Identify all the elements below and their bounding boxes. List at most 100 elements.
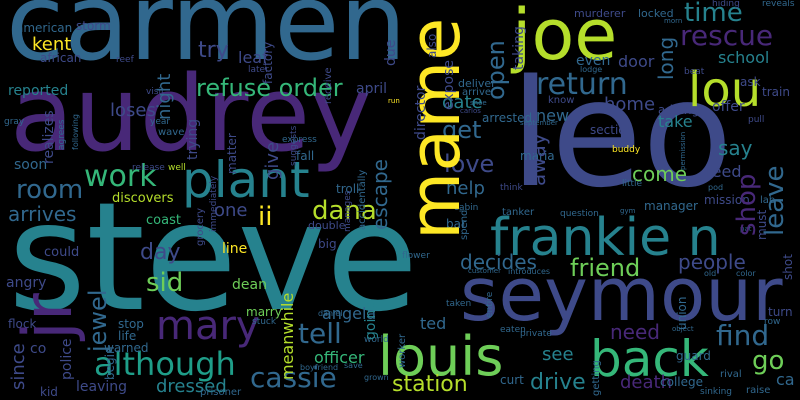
- word-new: new: [536, 106, 570, 125]
- word-go: go: [752, 346, 785, 376]
- word-murderer: murderer: [574, 7, 626, 20]
- word-april: april: [356, 81, 388, 97]
- word-shoe: shoe: [470, 99, 487, 107]
- word-run: run: [388, 97, 400, 105]
- word-private: private: [520, 329, 552, 339]
- word-police: police: [59, 338, 75, 380]
- word-kid: kid: [40, 385, 58, 399]
- word-spend: spend: [459, 209, 470, 240]
- word-union: union: [675, 296, 689, 331]
- word-escape: escape: [368, 159, 392, 230]
- word-adding: adding: [658, 103, 700, 117]
- word-death: death: [620, 372, 672, 393]
- word-pod: pod: [708, 183, 724, 192]
- word-mission: mission: [704, 193, 750, 207]
- word-release: release: [132, 163, 165, 173]
- word-friend: friend: [570, 254, 641, 282]
- word-trying: trying: [185, 118, 201, 160]
- word-pat: pat: [740, 225, 752, 233]
- word-leaf: leaf: [238, 48, 268, 67]
- word-maria: maria: [520, 149, 555, 163]
- word-world: world: [364, 335, 389, 345]
- word-accidentally: accidentally: [357, 169, 368, 230]
- word-morn: morn: [664, 17, 683, 25]
- word-dressed: dressed: [156, 376, 227, 397]
- word-room: room: [16, 175, 84, 205]
- word-leaving: leaving: [76, 379, 128, 395]
- word-ask: ask: [740, 75, 761, 89]
- word-big: big: [318, 237, 337, 251]
- word-louis: louis: [378, 325, 504, 388]
- word-section: section: [590, 123, 634, 137]
- word-find: find: [716, 319, 770, 352]
- word-raise: raise: [746, 385, 771, 396]
- word-joe: joe: [512, 0, 618, 76]
- word-lou: lou: [688, 62, 762, 118]
- word-lab: lab: [760, 195, 776, 206]
- word-wave: wave: [158, 127, 185, 138]
- word-permission: permission: [679, 131, 687, 170]
- word-audrey: audrey: [10, 53, 372, 175]
- word-troll: troll: [336, 182, 360, 196]
- word-refuse-order: refuse order: [196, 74, 343, 102]
- word-one: one: [214, 200, 248, 221]
- word-suggests: suggests: [289, 125, 299, 166]
- word-even: even: [576, 53, 611, 69]
- word-matter: matter: [225, 133, 239, 174]
- word-little: little: [622, 179, 643, 189]
- word-row: row: [764, 317, 781, 327]
- word-coast: coast: [146, 213, 181, 228]
- word-warned: warned: [104, 341, 149, 355]
- word-leo: leo: [510, 48, 733, 220]
- word-ca: ca: [776, 370, 795, 389]
- word-immediately: immediately: [209, 175, 219, 232]
- word-date: date: [442, 92, 483, 113]
- word-gray: gray: [4, 117, 25, 127]
- word-need: need: [610, 320, 660, 344]
- word-mary: mary: [156, 303, 260, 349]
- word-well: well: [168, 163, 186, 173]
- word-say: say: [718, 136, 753, 160]
- word-day: day: [140, 240, 181, 265]
- word-see: see: [542, 344, 574, 365]
- word-stop: stop: [118, 317, 144, 331]
- word-american: american: [16, 21, 73, 35]
- word-tell: tell: [298, 317, 342, 350]
- word-drive: drive: [530, 370, 586, 395]
- word-college: college: [660, 375, 703, 389]
- word-customer: customer: [468, 267, 501, 275]
- word-decides: decides: [460, 250, 537, 274]
- word-life: life: [118, 329, 137, 343]
- word-express: express: [282, 135, 317, 145]
- word-time: time: [684, 0, 743, 28]
- word-flock: flock: [8, 317, 37, 331]
- word-give: give: [262, 141, 283, 180]
- word-eaten: eaten: [500, 325, 526, 335]
- word-lodge: lodge: [580, 65, 603, 74]
- word-agrees: agrees: [57, 119, 67, 151]
- word-take: take: [658, 112, 693, 131]
- word-taking: taking: [511, 26, 527, 70]
- word-flower: flower: [402, 251, 430, 261]
- word-year: year: [150, 117, 171, 127]
- word-co: co: [30, 341, 47, 357]
- word-train: train: [762, 85, 790, 99]
- word-receive: receive: [323, 67, 334, 104]
- word-angela: angela: [322, 304, 377, 323]
- word-loses: loses: [110, 100, 156, 121]
- word-director: director: [413, 85, 429, 140]
- word-people: people: [678, 250, 746, 274]
- word-dean: dean: [232, 277, 267, 293]
- word-double: double: [308, 219, 346, 232]
- word-jr: jr: [9, 293, 88, 340]
- word-rescue: rescue: [680, 19, 774, 52]
- word-manager: manager: [644, 199, 698, 213]
- word-meanwhile: meanwhile: [278, 292, 297, 380]
- word-grown: grown: [364, 373, 389, 382]
- word-getting: getting: [591, 360, 602, 396]
- word-marry: marry: [246, 305, 282, 319]
- word-hiding: hiding: [712, 0, 740, 9]
- word-reveals: reveals: [762, 0, 795, 9]
- word-storm: storm: [76, 19, 111, 33]
